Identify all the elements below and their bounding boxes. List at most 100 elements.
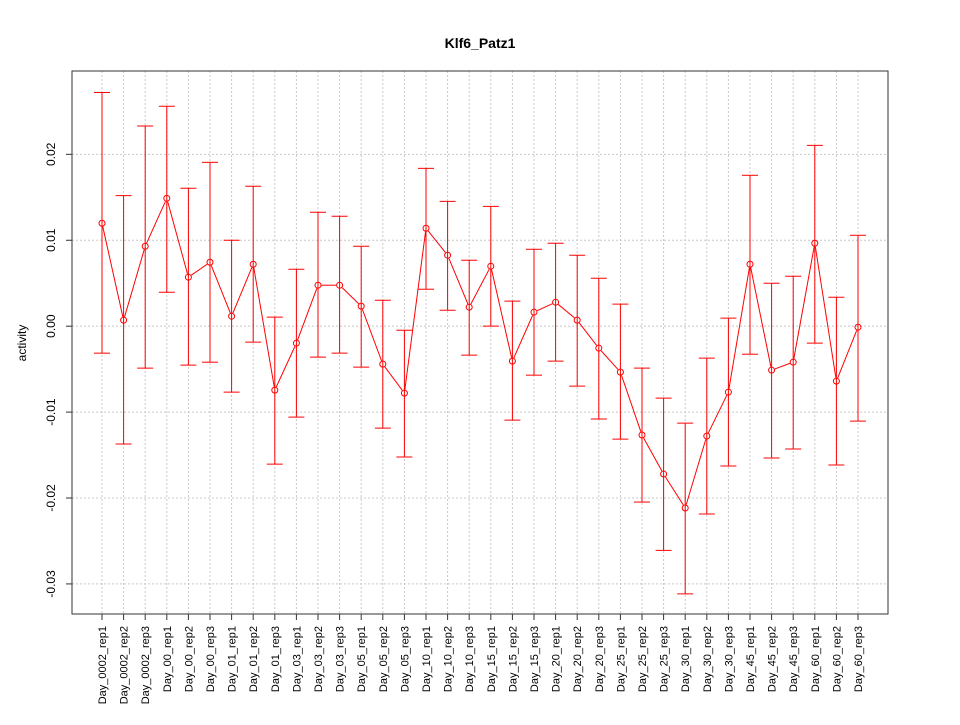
series-line-segment bbox=[793, 246, 815, 359]
x-tick-label: Day_60_rep2 bbox=[831, 626, 843, 692]
data-point bbox=[292, 339, 300, 347]
series-line-segment bbox=[341, 287, 360, 305]
y-axis-label: activity bbox=[15, 325, 29, 362]
x-tick-label: Day_25_rep3 bbox=[659, 626, 671, 692]
data-point bbox=[595, 344, 603, 352]
series-line-segment bbox=[102, 226, 124, 317]
x-tick-label: Day_45_rep2 bbox=[767, 626, 779, 692]
x-tick-label: Day_15_rep3 bbox=[529, 626, 541, 692]
series-line-segment bbox=[210, 265, 231, 314]
x-tick-label: Day_20_rep1 bbox=[551, 626, 563, 692]
data-point bbox=[552, 298, 560, 306]
x-tick-label: Day_20_rep2 bbox=[572, 626, 584, 692]
series-line-segment bbox=[124, 249, 145, 317]
data-point bbox=[120, 316, 128, 324]
data-point bbox=[379, 360, 387, 368]
data-point bbox=[832, 377, 840, 385]
y-tick-label: -0.03 bbox=[44, 570, 58, 598]
series-line-segment bbox=[297, 288, 318, 341]
series-line-segment bbox=[665, 476, 684, 506]
x-tick-label: Day_30_rep3 bbox=[723, 626, 735, 692]
data-point bbox=[184, 273, 192, 281]
data-point bbox=[789, 358, 797, 366]
data-point bbox=[724, 388, 732, 396]
data-point bbox=[638, 431, 646, 439]
series-line-segment bbox=[190, 263, 208, 276]
x-tick-label: Day_15_rep1 bbox=[486, 626, 498, 692]
data-point bbox=[487, 262, 495, 270]
y-tick-label: 0.02 bbox=[44, 142, 58, 166]
x-tick-label: Day_0002_rep2 bbox=[119, 626, 131, 704]
series-line-segment bbox=[750, 267, 772, 367]
series-line-segment bbox=[275, 346, 296, 388]
series bbox=[94, 91, 866, 595]
data-point bbox=[271, 386, 279, 394]
x-tick-label: Day_15_rep2 bbox=[507, 626, 519, 692]
series-line-segment bbox=[448, 258, 469, 305]
x-axis: Day_0002_rep1 Day_0002_rep2 Day_0002_rep3 D… bbox=[97, 613, 865, 704]
data-point bbox=[681, 504, 689, 512]
x-tick-label: Day_30_rep2 bbox=[702, 626, 714, 692]
y-tick-label: 0.01 bbox=[44, 228, 58, 252]
x-tick-label: Day_03_rep2 bbox=[313, 626, 325, 692]
x-tick-label: Day_05_rep1 bbox=[356, 626, 368, 692]
data-point bbox=[703, 432, 711, 440]
x-tick-label: Day_45_rep1 bbox=[745, 626, 757, 692]
x-tick-label: Day_30_rep1 bbox=[680, 626, 692, 692]
data-point bbox=[660, 470, 668, 478]
series-line-segment bbox=[536, 303, 553, 312]
x-tick-label: Day_20_rep3 bbox=[594, 626, 606, 692]
x-tick-label: Day_60_rep3 bbox=[853, 626, 865, 692]
x-tick-label: Day_25_rep2 bbox=[637, 626, 649, 692]
x-tick-label: Day_05_rep2 bbox=[378, 626, 390, 692]
x-tick-label: Day_01_rep3 bbox=[270, 626, 282, 692]
y-tick-label: -0.02 bbox=[44, 484, 58, 512]
series-line-segment bbox=[146, 201, 166, 244]
data-point bbox=[400, 389, 408, 397]
series-line-segment bbox=[643, 437, 663, 472]
data-point bbox=[422, 224, 430, 232]
x-tick-label: Day_00_rep3 bbox=[205, 626, 217, 692]
series-line-segment bbox=[557, 304, 575, 319]
data-point bbox=[314, 281, 322, 289]
series-line-segment bbox=[470, 269, 490, 305]
grid bbox=[72, 71, 888, 614]
data-point bbox=[508, 357, 516, 365]
series-line-segment bbox=[621, 375, 642, 432]
series-line-segment bbox=[491, 269, 513, 358]
series-line-segment bbox=[837, 330, 858, 379]
data-point bbox=[854, 323, 862, 331]
series-line-segment bbox=[707, 394, 728, 434]
x-tick-label: Day_0002_rep1 bbox=[97, 626, 109, 704]
series-line-segment bbox=[600, 350, 619, 370]
data-point bbox=[768, 366, 776, 374]
series-line-segment bbox=[384, 366, 403, 391]
series-line-segment bbox=[361, 309, 383, 362]
data-point bbox=[530, 308, 538, 316]
series-line-segment bbox=[167, 201, 188, 274]
x-tick-label: Day_03_rep3 bbox=[335, 626, 347, 692]
data-point bbox=[357, 302, 365, 310]
series-line-segment bbox=[253, 267, 275, 387]
data-point bbox=[444, 251, 452, 259]
x-tick-label: Day_25_rep1 bbox=[615, 626, 627, 692]
series-line-segment bbox=[578, 322, 598, 346]
series-line-segment bbox=[814, 246, 837, 378]
y-axis: -0.03 -0.02 -0.01 0.00 0.01 0.02 bbox=[44, 142, 73, 598]
plot-frame bbox=[71, 70, 889, 615]
data-point bbox=[141, 242, 149, 250]
x-tick-label: Day_45_rep3 bbox=[788, 626, 800, 692]
x-tick-label: Day_01_rep2 bbox=[248, 626, 260, 692]
x-tick-label: Day_0002_rep3 bbox=[140, 626, 152, 704]
data-point bbox=[206, 258, 214, 266]
data-point bbox=[573, 316, 581, 324]
x-tick-label: Day_05_rep3 bbox=[399, 626, 411, 692]
data-point bbox=[746, 260, 754, 268]
data-point bbox=[249, 260, 257, 268]
series-line-segment bbox=[513, 315, 534, 359]
data-point bbox=[336, 281, 344, 289]
x-tick-label: Day_10_rep3 bbox=[464, 626, 476, 692]
series-line-segment bbox=[685, 439, 707, 505]
x-tick-label: Day_10_rep1 bbox=[421, 626, 433, 692]
